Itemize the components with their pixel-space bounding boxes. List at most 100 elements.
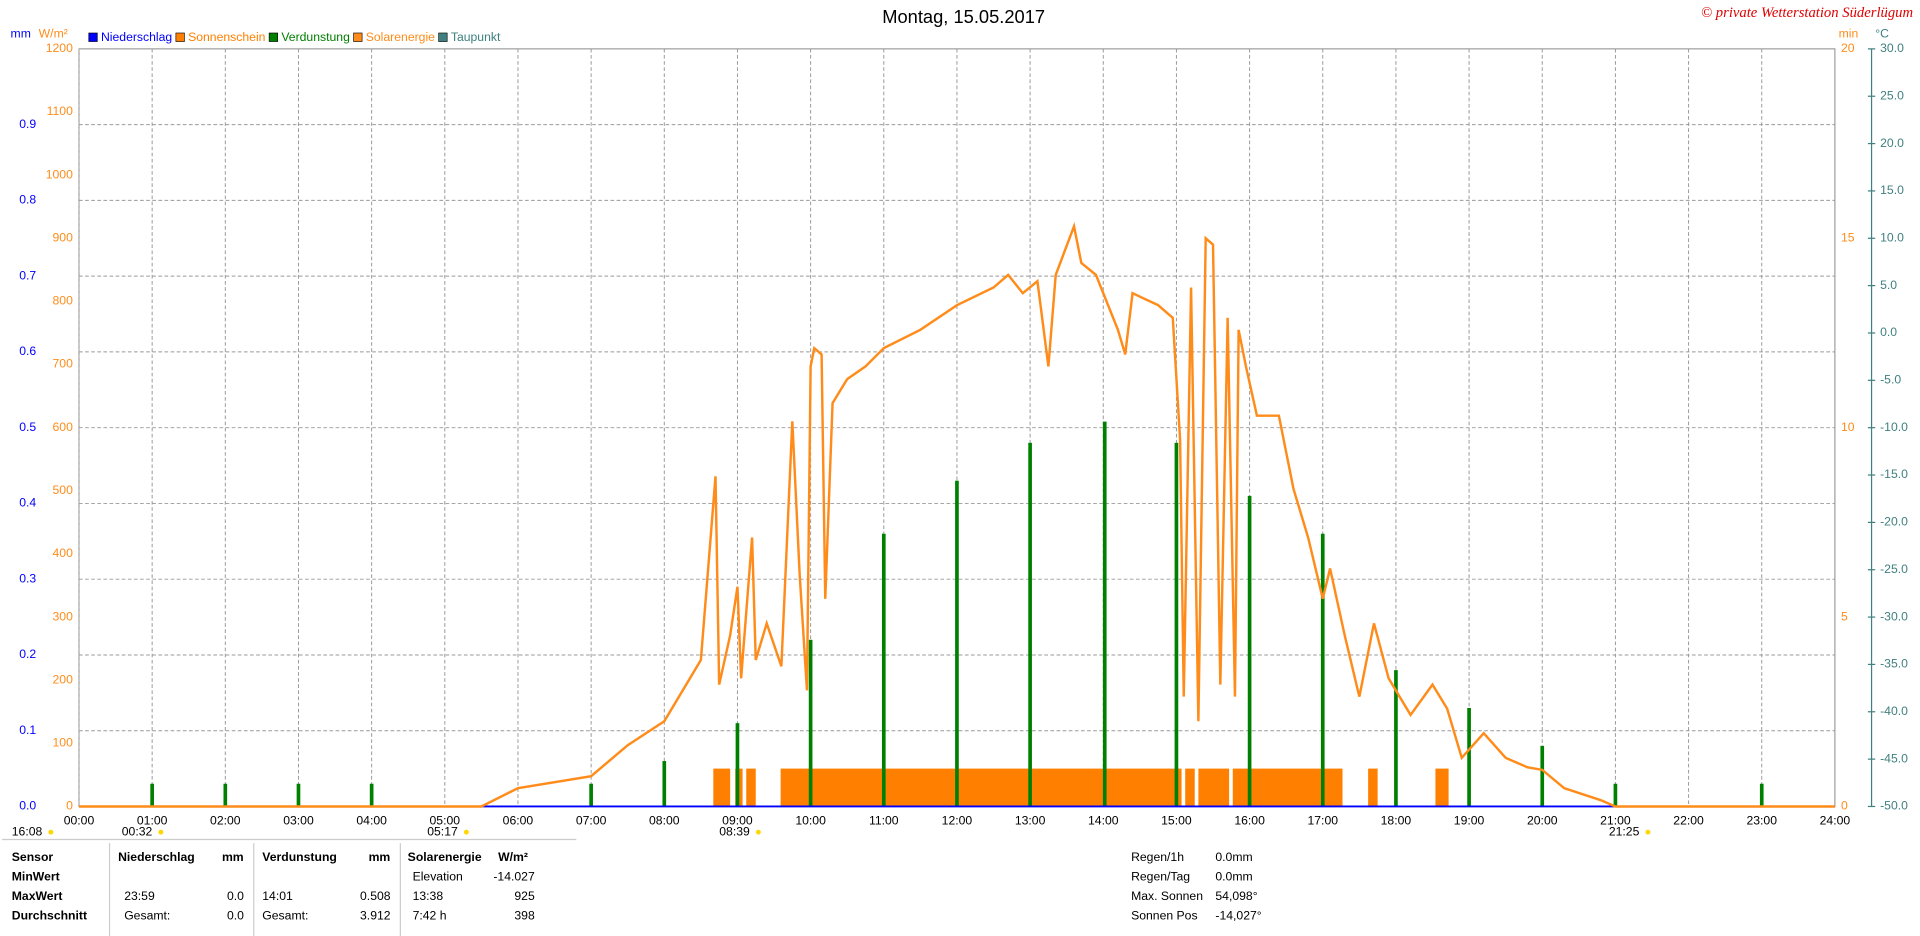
sunshine-bar [713, 768, 731, 807]
y-tick-label: 900 [53, 230, 74, 244]
evaporation-spike [589, 783, 593, 807]
y-tick-label: 10.0 [1880, 230, 1904, 244]
table-cell: 23:59 [124, 889, 155, 903]
y-tick-label: -15.0 [1880, 467, 1908, 481]
y-tick-label: 0.6 [19, 344, 36, 358]
evaporation-spike [223, 783, 228, 807]
time-marker: 16:08 [12, 824, 43, 838]
evaporation-spike [1540, 745, 1545, 807]
y-tick-label: 0.5 [19, 420, 36, 434]
y-tick-label: 400 [53, 546, 74, 560]
evaporation-spike [808, 639, 813, 807]
x-tick-label: 13:00 [1015, 813, 1046, 827]
x-tick-label: 17:00 [1307, 813, 1338, 827]
y-tick-label: 5.0 [1880, 278, 1897, 292]
x-tick-label: 09:00 [722, 813, 753, 827]
x-tick-label: 03:00 [283, 813, 314, 827]
y-tick-label: 1100 [47, 104, 73, 118]
evaporation-spike [1613, 783, 1618, 807]
y-tick-label: 0 [1841, 799, 1848, 813]
table-header: Sensor [12, 850, 54, 864]
x-tick-label: 04:00 [356, 813, 387, 827]
legend-swatch [175, 32, 185, 42]
x-tick-label: 19:00 [1454, 813, 1485, 827]
y-tick-label: 0.8 [19, 193, 36, 207]
x-tick-label: 14:00 [1088, 813, 1119, 827]
y-tick-label: 1200 [46, 41, 73, 55]
x-tick-label: 06:00 [503, 813, 534, 827]
y-tick-label: 0.4 [19, 496, 36, 510]
table-cell: 13:38 [413, 889, 444, 903]
table-header: Verdunstung [262, 850, 337, 864]
y-tick-label: 20 [1841, 41, 1855, 55]
x-tick-label: 05:00 [430, 813, 461, 827]
table-cell: 0.0 [227, 909, 244, 923]
x-tick-label: 10:00 [795, 813, 826, 827]
info-value: 0.0mm [1215, 870, 1252, 884]
sun-marker [1645, 829, 1651, 835]
y-tick-label: -45.0 [1880, 751, 1908, 765]
evaporation-spike [369, 783, 374, 807]
y-tick-label: 0 [66, 799, 73, 813]
table-header: mm [222, 850, 244, 864]
info-value: 0.0mm [1215, 850, 1252, 864]
y-tick-label: 800 [53, 294, 74, 308]
x-tick-label: 01:00 [137, 813, 168, 827]
evaporation-spike [1467, 707, 1471, 807]
y-tick-label: 15.0 [1880, 183, 1904, 197]
table-cell: Gesamt: [124, 909, 170, 923]
table-cell: 3.912 [360, 909, 391, 923]
sun-marker [158, 829, 164, 835]
y-tick-label: -30.0 [1880, 609, 1908, 623]
chart-title: Montag, 15.05.2017 [882, 6, 1045, 27]
axis-unit: W/m² [39, 26, 68, 40]
info-label: Regen/1h [1131, 850, 1184, 864]
info-value: 54,098° [1215, 889, 1257, 903]
copyright: © private Wetterstation Süderlügum [1701, 5, 1913, 21]
sun-marker [463, 829, 469, 835]
sunshine-bar [780, 768, 1182, 807]
sun-marker [48, 829, 54, 835]
table-header: Solarenergie [408, 850, 482, 864]
evaporation-spike [1394, 670, 1398, 807]
x-tick-label: 08:00 [649, 813, 680, 827]
y-tick-label: 700 [53, 357, 74, 371]
y-tick-label: 20.0 [1880, 136, 1904, 150]
evaporation-spike [955, 480, 959, 807]
y-tick-label: 200 [53, 672, 74, 686]
x-tick-label: 20:00 [1527, 813, 1558, 827]
time-marker: 21:25 [1609, 824, 1640, 838]
info-value: -14,027° [1215, 909, 1261, 923]
y-tick-label: -10.0 [1880, 420, 1908, 434]
y-tick-label: 5 [1841, 609, 1848, 623]
axis-unit: °C [1875, 26, 1889, 40]
x-tick-label: 15:00 [1161, 813, 1192, 827]
y-tick-label: 0.1 [19, 723, 36, 737]
y-tick-label: -20.0 [1880, 515, 1908, 529]
table-cell: 0.0 [227, 889, 244, 903]
evaporation-spike [1247, 495, 1252, 807]
y-tick-label: -5.0 [1880, 373, 1901, 387]
y-tick-label: -25.0 [1880, 562, 1908, 576]
y-tick-label: 0.0 [19, 799, 36, 813]
y-tick-label: 0.0 [1880, 325, 1897, 339]
x-tick-label: 23:00 [1746, 813, 1777, 827]
sunshine-bar [746, 768, 756, 807]
x-tick-label: 00:00 [64, 813, 95, 827]
evaporation-spike [150, 783, 154, 807]
evaporation-spike [1102, 421, 1107, 807]
y-tick-label: 600 [53, 420, 74, 434]
table-cell: Gesamt: [262, 909, 308, 923]
x-tick-label: 12:00 [942, 813, 973, 827]
axis-unit: mm [11, 26, 31, 40]
series-line [78, 221, 1835, 808]
x-tick-label: 16:00 [1234, 813, 1265, 827]
evaporation-spike [1759, 783, 1764, 807]
y-tick-label: 25.0 [1880, 88, 1904, 102]
evaporation-spike [1174, 442, 1179, 807]
x-tick-label: 21:00 [1600, 813, 1631, 827]
y-tick-label: 10 [1841, 420, 1855, 434]
info-label: Regen/Tag [1131, 870, 1190, 884]
